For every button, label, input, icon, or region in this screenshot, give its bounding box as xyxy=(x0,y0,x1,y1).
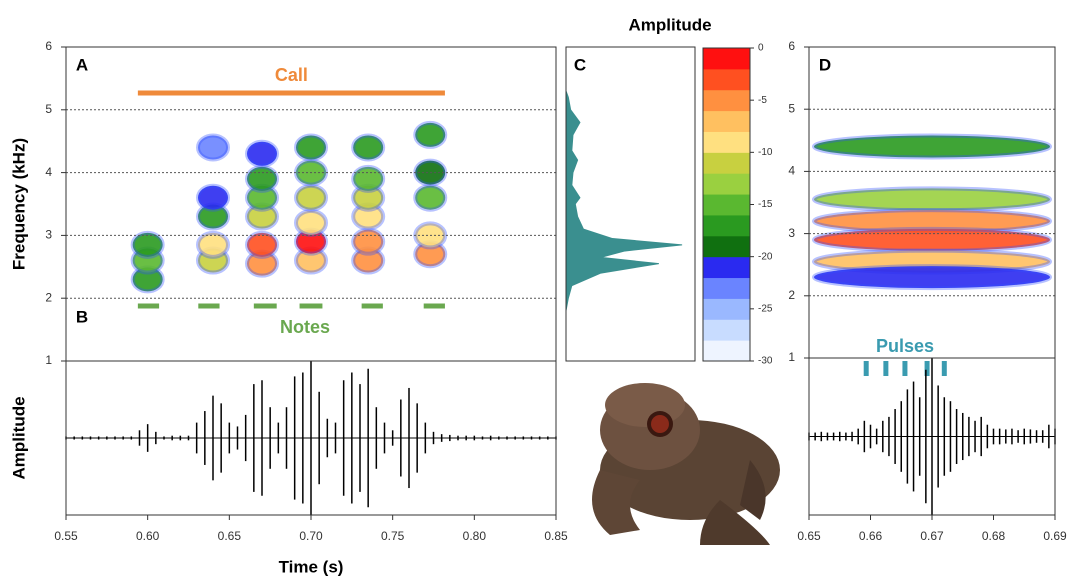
colorbar-title: Amplitude xyxy=(628,15,711,34)
amplitude-profile xyxy=(565,90,683,311)
colorbar-tick-label: -10 xyxy=(758,147,773,158)
spectrogram-cell xyxy=(294,208,328,237)
spectrogram-cell xyxy=(196,133,230,162)
x-tick-label: 0.55 xyxy=(54,529,78,543)
panel-label: B xyxy=(76,307,88,326)
y-tick-label: 5 xyxy=(45,102,52,116)
y-axis-label: Amplitude xyxy=(9,396,28,479)
x-axis-label: Time (s) xyxy=(279,557,344,576)
x-tick-label: 0.69 xyxy=(1043,529,1067,543)
y-tick-label: 4 xyxy=(45,165,52,179)
panel-frame xyxy=(565,46,696,362)
notes-label: Notes xyxy=(280,317,330,337)
colorbar-step xyxy=(703,48,750,70)
x-tick-label: 0.65 xyxy=(797,529,821,543)
spectrogram-cell xyxy=(413,183,448,212)
colorbar-step xyxy=(703,256,750,279)
colorbar-step xyxy=(703,173,750,195)
spectrogram-cell xyxy=(812,226,1052,253)
colorbar-step xyxy=(703,194,750,216)
x-tick-label: 0.67 xyxy=(920,529,944,543)
y-tick-label: 1 xyxy=(788,350,795,364)
panel-label: A xyxy=(76,55,88,74)
y-tick-label: 4 xyxy=(788,164,795,178)
colorbar-tick-label: 0 xyxy=(758,43,764,54)
x-tick-label: 0.66 xyxy=(859,529,883,543)
colorbar-step xyxy=(703,340,750,362)
spectrogram-cell xyxy=(245,230,279,259)
y-tick-label: 3 xyxy=(788,226,795,240)
spectrogram-cell xyxy=(351,164,386,193)
spectrogram-cell xyxy=(196,183,230,212)
colorbar-tick-label: -15 xyxy=(758,199,773,210)
y-tick-label: 2 xyxy=(788,288,795,302)
spectrogram-cell xyxy=(245,139,279,168)
x-tick-label: 0.70 xyxy=(299,529,323,543)
colorbar-step xyxy=(703,89,750,112)
call-label: Call xyxy=(275,65,308,85)
x-tick-label: 0.60 xyxy=(136,529,160,543)
colorbar-step xyxy=(703,110,750,132)
x-tick-label: 0.65 xyxy=(218,529,242,543)
colorbar-step xyxy=(703,68,750,91)
spectrogram-cell xyxy=(351,133,386,162)
spectrogram-cell xyxy=(196,230,230,259)
panel-label: D xyxy=(819,55,831,74)
spectrogram-cell xyxy=(413,120,448,149)
colorbar-step xyxy=(703,131,750,153)
colorbar-step xyxy=(703,319,750,341)
colorbar-tick-label: -20 xyxy=(758,251,773,262)
x-tick-label: 0.75 xyxy=(381,529,405,543)
y-tick-label: 1 xyxy=(45,353,52,367)
colorbar-step xyxy=(703,235,750,258)
spectrogram-cell xyxy=(812,186,1052,213)
y-tick-label: 5 xyxy=(788,101,795,115)
spectrogram-cell xyxy=(812,264,1052,291)
colorbar-step xyxy=(703,298,750,320)
colorbar-step xyxy=(703,214,750,237)
x-tick-label: 0.80 xyxy=(463,529,487,543)
y-tick-label: 2 xyxy=(45,290,52,304)
x-tick-label: 0.85 xyxy=(544,529,568,543)
y-tick-label: 6 xyxy=(45,39,52,53)
spectrogram-cell xyxy=(812,133,1052,160)
colorbar-tick-label: -30 xyxy=(758,356,773,367)
spectrogram-cell xyxy=(130,230,165,259)
colorbar-step xyxy=(703,152,750,174)
x-tick-label: 0.68 xyxy=(982,529,1006,543)
spectrogram-cell xyxy=(294,133,328,162)
panel-label: C xyxy=(574,55,586,74)
spectrogram-cell xyxy=(351,227,386,256)
y-axis-label: Frequency (kHz) xyxy=(9,138,28,270)
frog-photo xyxy=(592,383,780,545)
y-tick-label: 3 xyxy=(45,228,52,242)
colorbar-tick-label: -25 xyxy=(758,303,773,314)
spectrogram-cell xyxy=(294,183,328,212)
spectrogram-cell xyxy=(245,164,279,193)
pulses-label: Pulses xyxy=(876,336,934,356)
colorbar-tick-label: -5 xyxy=(758,95,767,106)
colorbar-step xyxy=(703,277,750,299)
y-tick-label: 6 xyxy=(788,39,795,53)
